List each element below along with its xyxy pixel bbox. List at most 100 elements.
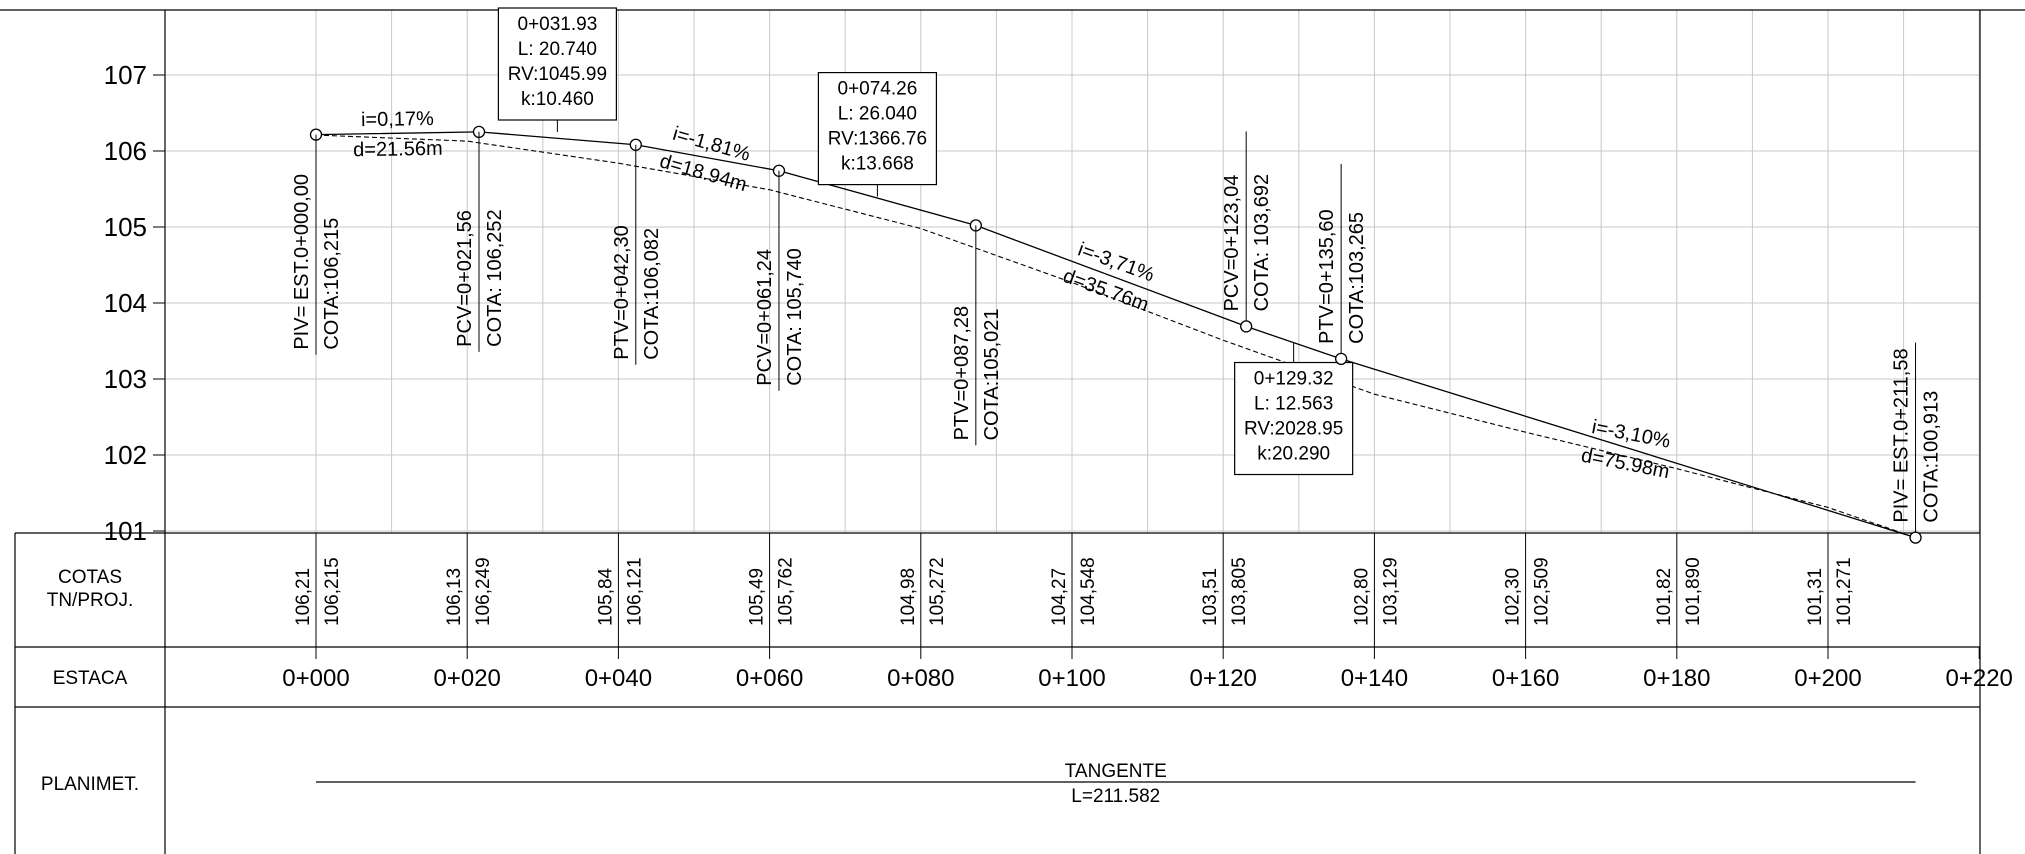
slope-annotation: i=-1,81%d=18.94m (657, 123, 753, 196)
vertex: PIV= EST.0+211,58 COTA:100,913 (1891, 342, 1943, 544)
cota-terrain-value: 106,13 (444, 568, 465, 626)
terrain-line-group (315, 134, 1916, 539)
cota-terrain-value: 103,51 (1200, 568, 1221, 626)
cota-terrain-value: 104,27 (1049, 568, 1070, 626)
callout-box (497, 7, 617, 121)
y-tick-label: 104 (104, 288, 147, 318)
callout-text: k:20.290 (1257, 444, 1330, 465)
y-tick-label: 105 (104, 212, 147, 242)
cota-project-value: 102,509 (1532, 557, 1553, 626)
vertex: PTV=0+042,30 COTA:106,082 (611, 138, 663, 365)
vertex-elevation-label: COTA: 106,252 (484, 209, 506, 346)
project-grade-line-group (315, 131, 1916, 539)
callout-text: k:10.460 (521, 89, 594, 110)
project-grade-line (315, 131, 1916, 539)
vertex-elevation-label: COTA: 105,740 (784, 248, 806, 385)
y-tick-label: 106 (104, 136, 147, 166)
cota-column: 102,30 102,509 (1503, 533, 1553, 647)
callout-text: 0+031.93 (518, 14, 598, 35)
estaca-label: 0+040 (585, 665, 652, 692)
estaca-label: 0+000 (282, 665, 349, 692)
cota-column: 101,82 101,890 (1654, 533, 1704, 647)
vertex-elevation-label: COTA:100,913 (1921, 391, 1943, 523)
planimetria-length: L=211.582 (1071, 786, 1160, 807)
vertical-curve-callout: 0+031.93 L: 20.740 RV:1045.99 k:10.460 (497, 7, 617, 132)
cota-column: 106,13 106,249 (444, 533, 494, 647)
cota-project-value: 105,762 (776, 557, 797, 626)
vertex: PCV=0+061,24 COTA: 105,740 (754, 164, 806, 391)
vertex: PCV=0+123,04 COTA: 103,692 (1221, 131, 1273, 333)
slope-grade: i=0,17% (361, 108, 434, 131)
cota-project-value: 106,215 (322, 557, 343, 626)
callout-text: L: 26.040 (838, 104, 917, 125)
y-tick-label: 103 (104, 364, 147, 394)
cota-column: 104,98 105,272 (898, 533, 948, 647)
vertex-elevation-label: COTA:103,265 (1346, 212, 1368, 344)
cota-terrain-value: 106,21 (293, 568, 314, 626)
slope-annotations: i=0,17%d=21.56m i=-1,81%d=18.94mi=-3,71%d… (353, 108, 1672, 483)
cota-terrain-value: 105,49 (747, 568, 768, 626)
cota-terrain-value: 102,30 (1503, 568, 1524, 626)
callout-text: L: 12.563 (1254, 394, 1333, 415)
callout-text: 0+129.32 (1254, 369, 1334, 390)
vertex-annotations: PIV= EST.0+000,00 COTA:106,215 PCV=0+021,5… (291, 125, 1943, 544)
callout-text: 0+074.26 (838, 79, 918, 100)
cota-column: 103,51 103,805 (1200, 533, 1250, 647)
vertex-marker (1240, 320, 1253, 333)
callout-text: RV:2028.95 (1244, 419, 1343, 440)
vertex-station-label: PIV= EST.0+211,58 (1891, 348, 1913, 522)
estaca-label: 0+060 (736, 665, 803, 692)
vertex-elevation-label: COTA:106,215 (321, 218, 343, 350)
slope-distance: d=21.56m (353, 138, 443, 162)
estaca-label: 0+200 (1794, 665, 1861, 692)
slope-annotation: i=-3,10%d=75.98m (1579, 416, 1672, 483)
vertex-marker (1909, 531, 1922, 544)
cota-project-value: 101,890 (1683, 557, 1704, 626)
cota-column: 102,80 103,129 (1351, 533, 1401, 647)
vertex-station-label: PCV=0+021,56 (454, 210, 476, 347)
estaca-label: 0+020 (433, 665, 500, 692)
vertical-curves: 0+031.93 L: 20.740 RV:1045.99 k:10.460 0+074… (497, 7, 1354, 476)
row-label-planimet: PLANIMET. (41, 774, 139, 795)
cota-column: 105,84 106,121 (595, 533, 645, 647)
frame (0, 9, 2025, 854)
cota-column: 101,31 101,271 (1805, 533, 1855, 647)
estaca-label: 0+160 (1492, 665, 1559, 692)
vertex-station-label: PCV=0+061,24 (754, 249, 776, 386)
estaca-label: 0+220 (1945, 665, 2012, 692)
callout-text: k:13.668 (841, 154, 914, 175)
cota-column: 106,21 106,215 (293, 533, 343, 647)
row-label-tn-proj: TN/PROJ. (47, 590, 134, 611)
vertex-elevation-label: COTA:105,021 (981, 308, 1003, 440)
vertex-elevation-label: COTA: 103,692 (1251, 174, 1273, 311)
terrain-line (315, 134, 1916, 539)
y-tick-label: 107 (104, 60, 147, 90)
vertex: PTV=0+087,28 COTA:105,021 (951, 219, 1003, 446)
estaca-label: 0+080 (887, 665, 954, 692)
vertex-elevation-label: COTA:106,082 (641, 228, 663, 360)
vertex: PCV=0+021,56 COTA: 106,252 (454, 125, 506, 352)
callout-text: L: 20.740 (518, 39, 597, 60)
estaca-label: 0+140 (1341, 665, 1408, 692)
vertical-curve-callout: 0+074.26 L: 26.040 RV:1366.76 k:13.668 (817, 71, 938, 197)
vertex-station-label: PTV=0+135,60 (1316, 209, 1338, 344)
cota-column: 104,27 104,548 (1049, 533, 1099, 647)
cota-project-value: 106,121 (624, 557, 645, 626)
vertex-station-label: PTV=0+042,30 (611, 225, 633, 360)
cota-column: 105,49 105,762 (747, 533, 797, 647)
cota-project-value: 106,249 (473, 557, 494, 626)
cota-project-value: 103,129 (1380, 557, 1401, 626)
cota-project-value: 104,548 (1078, 557, 1099, 626)
cota-terrain-value: 101,82 (1654, 568, 1675, 626)
estaca-label: 0+100 (1038, 665, 1105, 692)
row-label-cotas: COTAS (58, 567, 122, 588)
cota-terrain-value: 102,80 (1351, 568, 1372, 626)
callout-text: RV:1045.99 (508, 64, 607, 85)
row-label-estaca: ESTACA (53, 668, 128, 689)
slope-annotation: i=0,17% d=21.56m (353, 108, 443, 162)
cota-project-value: 103,805 (1229, 557, 1250, 626)
vertex-station-label: PIV= EST.0+000,00 (291, 174, 313, 350)
y-tick-label: 101 (104, 516, 147, 546)
